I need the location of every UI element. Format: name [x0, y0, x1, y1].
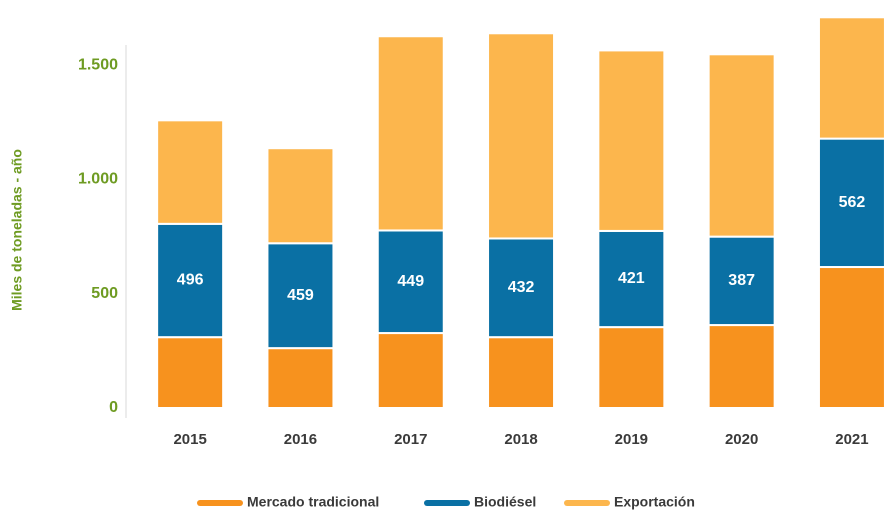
- bar-segment: [487, 32, 556, 240]
- x-tick-label: 2021: [835, 431, 868, 448]
- bar-segment: [487, 237, 556, 339]
- x-tick-label: 2015: [173, 431, 206, 448]
- x-tick-label: 2019: [615, 431, 648, 448]
- bar-segment: [597, 326, 666, 409]
- data-label: 562: [839, 194, 866, 211]
- bar-segment: [817, 16, 886, 140]
- y-tick-label: 500: [91, 285, 118, 302]
- y-tick-label: 1.500: [78, 56, 118, 73]
- bar-segment: [376, 35, 445, 232]
- bar-segment: [817, 137, 886, 269]
- legend-label: Biodiésel: [474, 494, 536, 510]
- x-tick-label: 2020: [725, 431, 758, 448]
- bar-segment: [707, 235, 776, 327]
- bar-segment: [156, 119, 225, 225]
- x-tick-label: 2017: [394, 431, 427, 448]
- y-axis-label: Miles de toneladas - año: [9, 149, 25, 311]
- data-label: 387: [728, 272, 755, 289]
- data-label: 432: [508, 279, 535, 296]
- bar-segment: [817, 266, 886, 409]
- data-label: 496: [177, 272, 204, 289]
- bar-segment: [376, 332, 445, 409]
- y-tick-label: 1.000: [78, 171, 118, 188]
- bar-segment: [266, 242, 335, 350]
- bar-segment: [597, 229, 666, 329]
- bar-segment: [156, 222, 225, 339]
- bar-segment: [487, 336, 556, 410]
- x-tick-label: 2018: [504, 431, 537, 448]
- bar-segment: [597, 49, 666, 232]
- data-label: 421: [618, 270, 645, 287]
- bar-segment: [707, 53, 776, 238]
- data-label: 449: [397, 273, 424, 290]
- data-label: 459: [287, 287, 314, 304]
- bar-segment: [707, 324, 776, 409]
- bar-segment: [266, 347, 335, 409]
- x-tick-label: 2016: [284, 431, 317, 448]
- legend-label: Exportación: [614, 494, 695, 510]
- y-tick-label: 0: [109, 399, 118, 416]
- bar-segment: [266, 147, 335, 245]
- bar-segment: [156, 336, 225, 410]
- legend-label: Mercado tradicional: [247, 494, 379, 510]
